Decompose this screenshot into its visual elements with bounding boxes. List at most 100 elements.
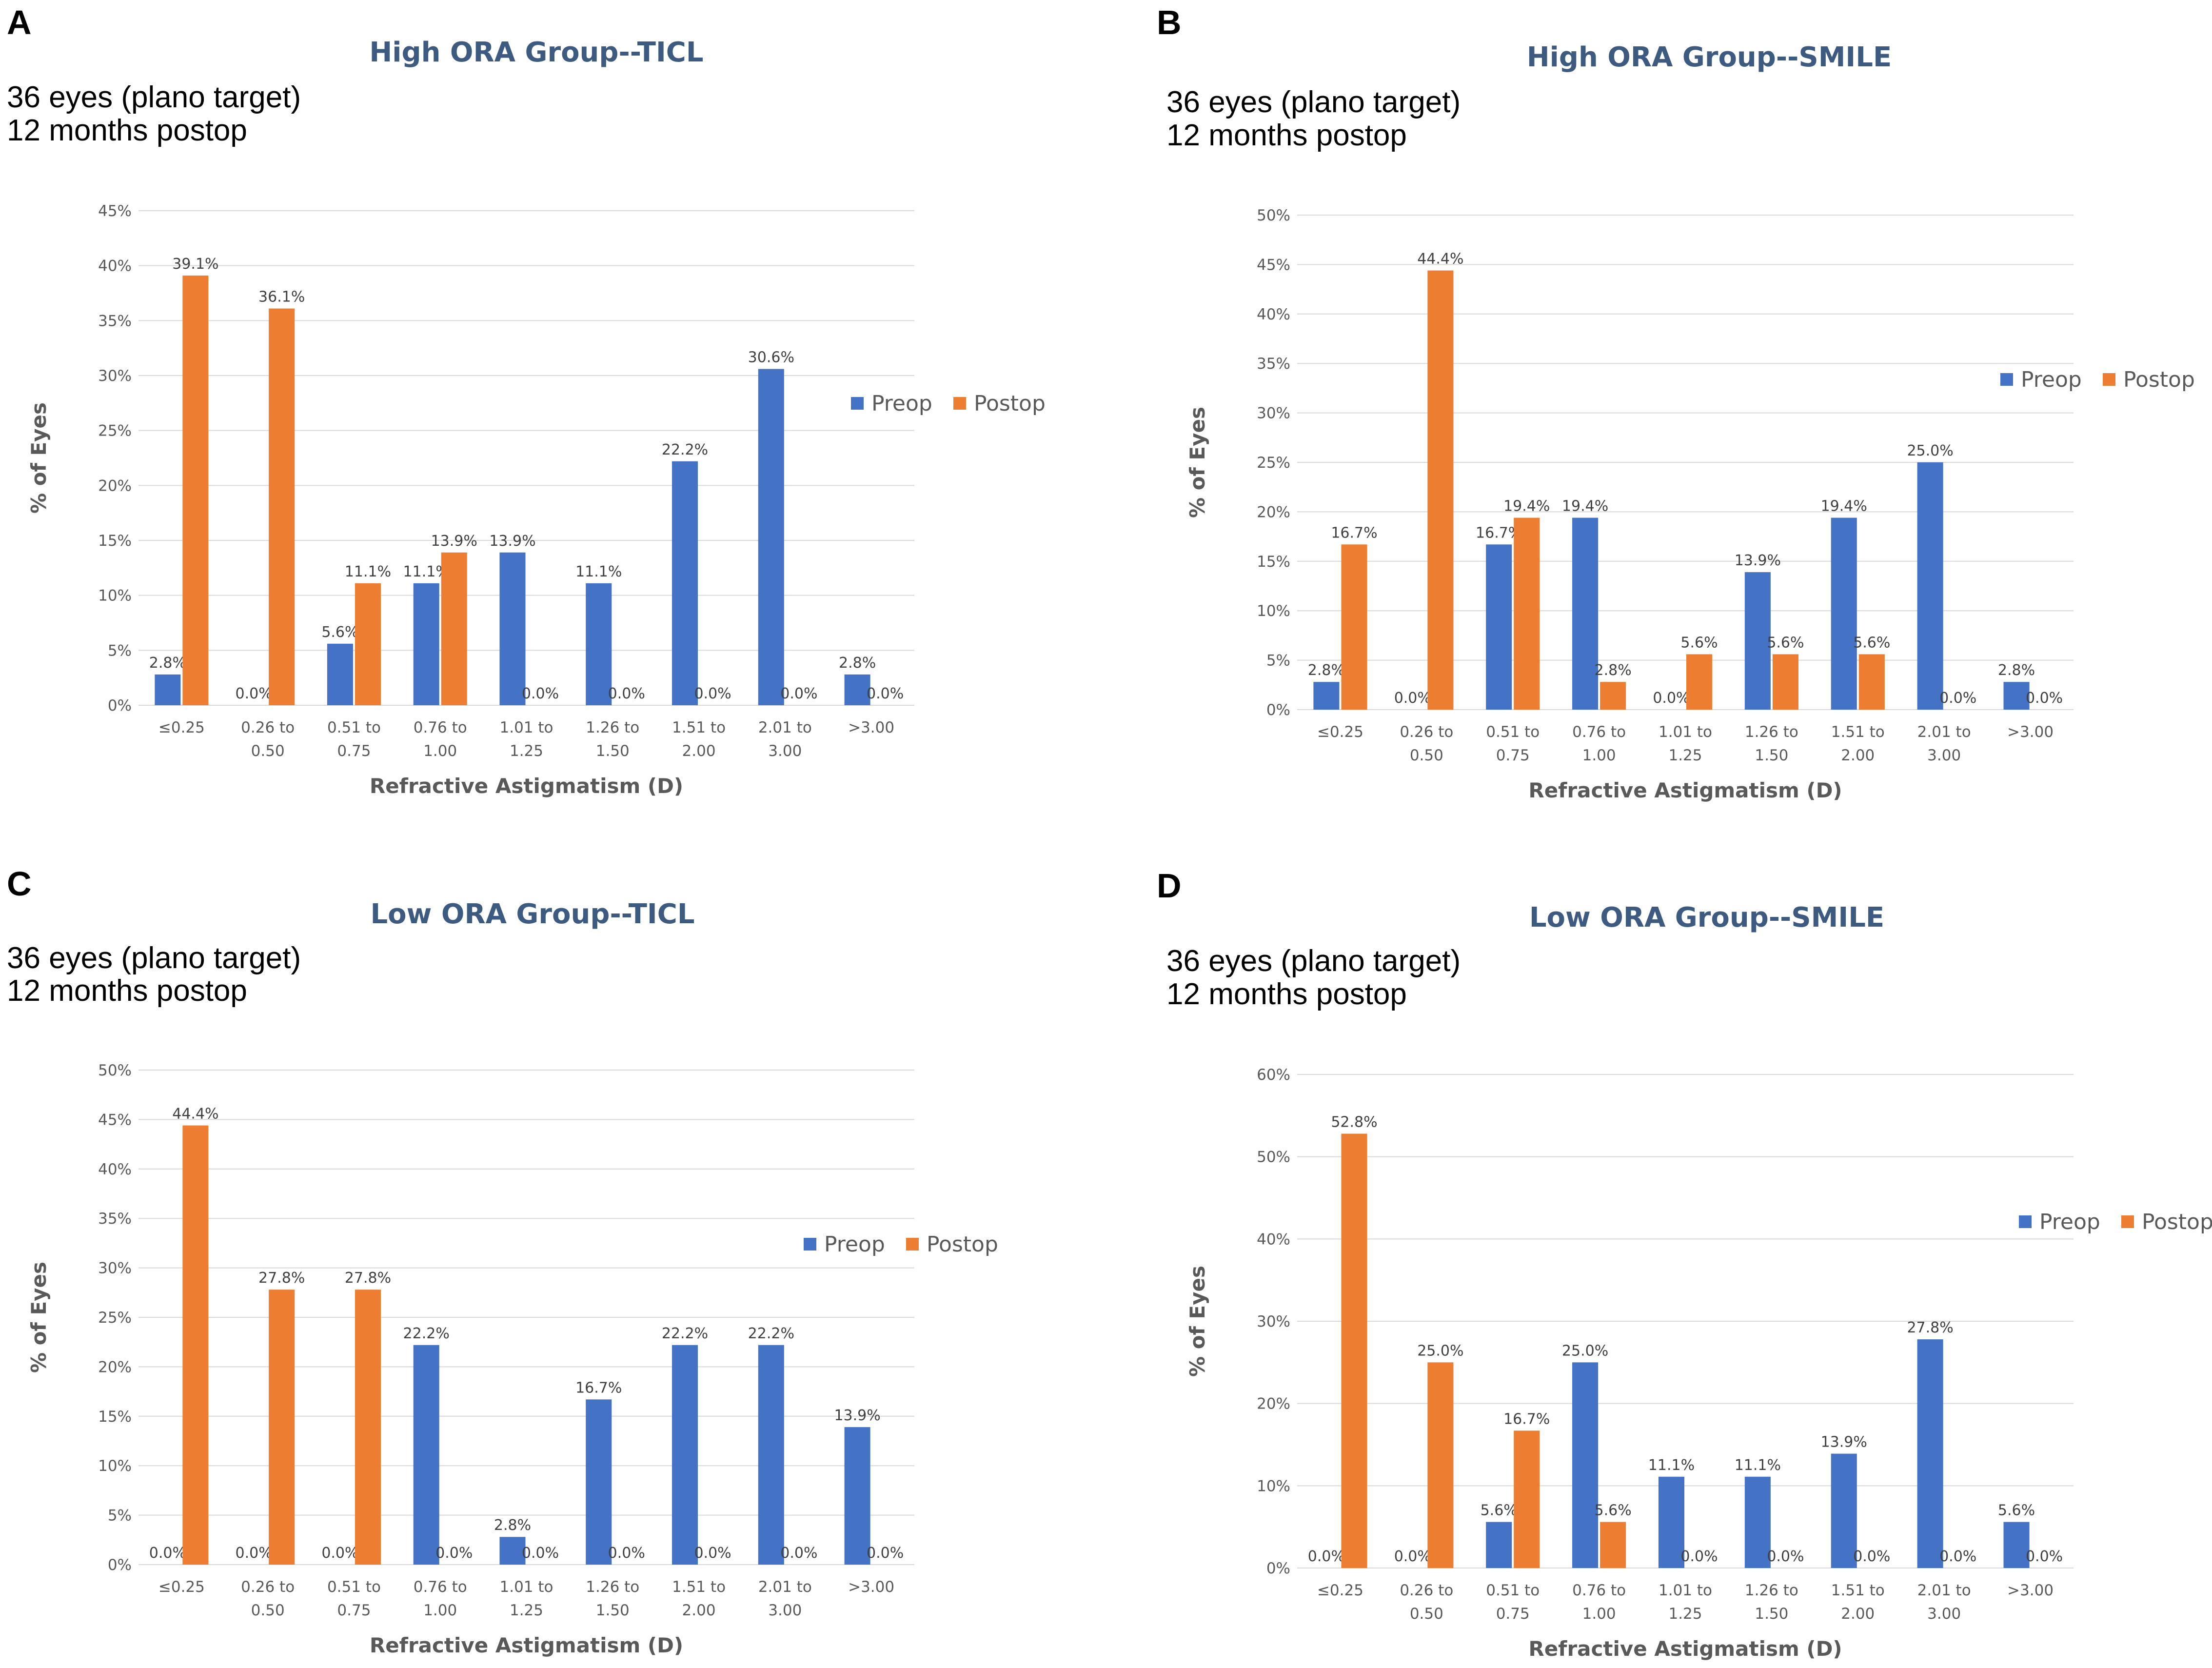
data-label: 25.0% [1562, 1342, 1608, 1359]
x-tick-label: 1.26 to [1745, 1582, 1798, 1599]
y-tick-label: 10% [98, 587, 132, 605]
data-label: 36.1% [258, 289, 305, 306]
x-tick-label: 2.00 [1841, 747, 1875, 764]
preop-bar [672, 461, 698, 705]
y-tick-label: 30% [98, 1260, 132, 1277]
x-tick-label: 1.25 [510, 742, 543, 760]
panel-letter: C [7, 865, 32, 903]
x-axis-label: Refractive Astigmatism (D) [1528, 1637, 1842, 1661]
preop-bar [1917, 1339, 1943, 1568]
legend-label-postop: Postop [974, 391, 1046, 416]
x-tick-label: 0.51 to [1486, 723, 1540, 741]
data-label: 0.0% [1394, 1548, 1431, 1565]
y-tick-label: 5% [1266, 652, 1290, 670]
y-tick-label: 25% [98, 422, 132, 440]
legend-label-postop: Postop [2123, 367, 2195, 392]
chart-panel-a: A High ORA Group--TICL 36 eyes (plano targ… [7, 3, 1046, 798]
preop-bar [1658, 1476, 1684, 1568]
chart-subtitle-line: 36 eyes (plano target) [1166, 85, 1461, 119]
x-tick-label: 1.01 to [1659, 1582, 1712, 1599]
postop-bar [355, 1290, 381, 1565]
x-tick-label: 1.00 [1582, 1605, 1616, 1623]
chart-subtitle-line: 12 months postop [7, 974, 247, 1008]
preop-bar [1831, 1453, 1857, 1568]
y-tick-label: 15% [98, 532, 132, 550]
x-axis-label: Refractive Astigmatism (D) [370, 774, 683, 798]
data-label: 11.1% [1648, 1457, 1695, 1474]
x-tick-label: 1.26 to [1745, 723, 1798, 741]
chart-title: Low ORA Group--TICL [370, 898, 694, 930]
data-label: 19.4% [1821, 498, 1867, 515]
x-tick-label: 3.00 [1927, 1605, 1961, 1623]
data-label: 0.0% [1939, 1548, 1976, 1565]
data-label: 0.0% [1308, 1548, 1345, 1565]
preop-bar [155, 674, 181, 705]
data-label: 0.0% [1680, 1548, 1718, 1565]
preop-bar [413, 1345, 439, 1565]
preop-bar [586, 583, 612, 705]
postop-bar [1341, 1133, 1367, 1568]
data-label: 22.2% [748, 1325, 794, 1342]
x-tick-label: 0.51 to [1486, 1582, 1540, 1599]
x-tick-label: 3.00 [768, 742, 802, 760]
y-tick-label: 0% [1266, 1560, 1290, 1577]
x-tick-label: ≤0.25 [1317, 723, 1363, 741]
legend: Preop Postop [2019, 1210, 2212, 1234]
x-tick-label: >3.00 [2007, 723, 2054, 741]
x-tick-label: 0.51 to [327, 719, 381, 736]
y-tick-label: 45% [1257, 256, 1290, 274]
preop-bar [586, 1399, 612, 1565]
data-label: 11.1% [575, 563, 622, 580]
y-tick-label: 20% [98, 477, 132, 495]
x-tick-label: 1.00 [423, 1602, 457, 1619]
data-label: 0.0% [867, 685, 904, 702]
postop-bar [269, 1290, 295, 1565]
data-label: 5.6% [321, 624, 358, 641]
y-tick-label: 40% [98, 258, 132, 275]
y-tick-label: 0% [1266, 701, 1290, 719]
y-axis-label: % of Eyes [27, 1262, 51, 1373]
x-tick-label: >3.00 [2007, 1582, 2054, 1599]
data-label: 13.9% [431, 533, 477, 550]
legend-label-preop: Preop [2021, 367, 2082, 392]
data-label: 2.8% [1998, 662, 2035, 679]
x-tick-label: 0.26 to [1400, 1582, 1453, 1599]
x-tick-label: 0.50 [251, 1602, 285, 1619]
chart-subtitle-line: 12 months postop [1166, 977, 1407, 1011]
data-label: 13.9% [834, 1407, 880, 1424]
legend-label-preop: Preop [824, 1232, 885, 1257]
preop-bar [844, 674, 870, 705]
x-tick-label: 1.25 [510, 1602, 543, 1619]
postop-bar [1427, 270, 1454, 710]
y-tick-label: 25% [1257, 454, 1290, 472]
y-tick-label: 30% [1257, 1313, 1290, 1330]
chart-subtitle-line: 36 eyes (plano target) [7, 941, 301, 975]
chart-title: Low ORA Group--SMILE [1529, 902, 1884, 933]
legend-swatch-postop [2103, 373, 2115, 386]
x-tick-label: 1.50 [596, 1602, 630, 1619]
data-label: 5.6% [1998, 1502, 2035, 1519]
x-tick-label: 1.25 [1668, 747, 1702, 764]
data-label: 0.0% [694, 685, 731, 702]
data-label: 13.9% [1735, 552, 1781, 569]
data-label: 16.7% [575, 1379, 622, 1396]
preop-bar [499, 552, 526, 705]
y-tick-label: 40% [98, 1161, 132, 1178]
x-tick-label: 0.75 [337, 742, 371, 760]
legend: Preop Postop [804, 1232, 998, 1257]
legend: Preop Postop [851, 391, 1046, 416]
x-axis-label: Refractive Astigmatism (D) [1528, 778, 1842, 802]
legend-swatch-preop [851, 397, 864, 410]
postop-bar [269, 308, 295, 705]
x-tick-label: 0.76 to [414, 719, 467, 736]
legend-swatch-postop [906, 1238, 919, 1251]
chart-panel-d: D Low ORA Group--SMILE 36 eyes (plano targ… [1157, 867, 2212, 1661]
x-tick-label: 0.75 [1496, 747, 1530, 764]
preop-bar [1313, 682, 1340, 710]
data-label: 0.0% [2026, 690, 2063, 707]
data-label: 30.6% [748, 349, 794, 366]
preop-bar [1744, 1476, 1771, 1568]
data-label: 0.0% [608, 1545, 645, 1562]
preop-bar [758, 1345, 784, 1565]
